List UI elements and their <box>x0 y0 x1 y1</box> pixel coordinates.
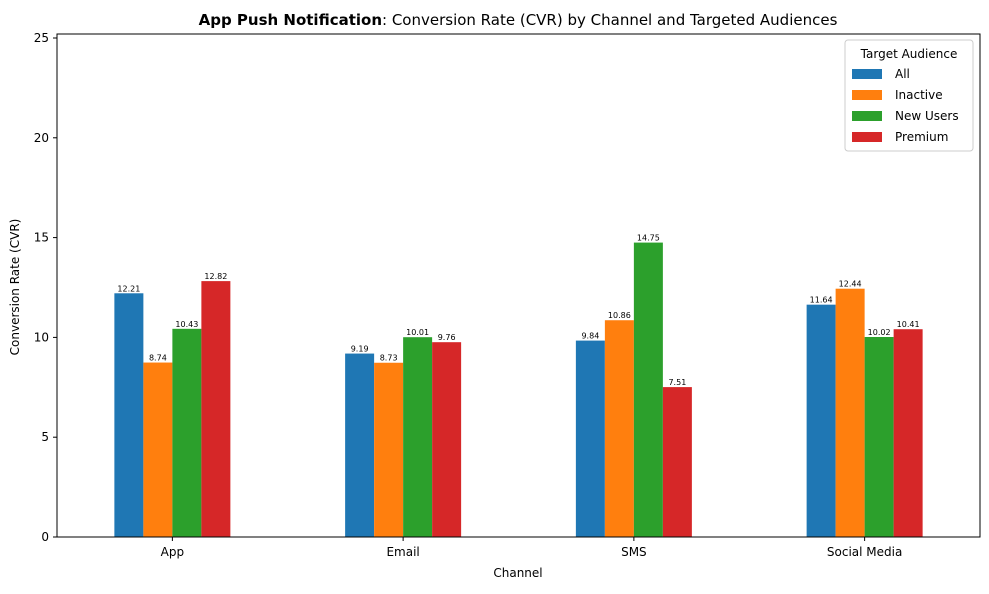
bar-app-inactive <box>143 362 173 537</box>
bar-app-all <box>114 293 144 537</box>
legend-label-premium: Premium <box>895 130 948 144</box>
data-label-app-all: 12.21 <box>117 284 140 293</box>
bar-email-new-users <box>403 337 433 537</box>
bar-social-media-all <box>806 304 836 537</box>
chart-title: App Push Notification: Conversion Rate (… <box>199 11 838 29</box>
bars-layer <box>114 242 923 537</box>
legend-label-new-users: New Users <box>895 109 959 123</box>
y-tick-label: 20 <box>34 131 49 145</box>
legend-box <box>844 39 974 152</box>
x-tick-label: Email <box>386 545 419 559</box>
bar-app-premium <box>201 281 231 537</box>
y-axis: 0 5 10 15 20 25 <box>34 31 57 544</box>
x-tick-label: App <box>161 545 184 559</box>
bar-sms-inactive <box>604 320 634 537</box>
data-label-social-media-all: 11.64 <box>810 296 833 305</box>
bar-sms-new-users <box>633 242 663 537</box>
data-labels-layer: 12.21 8.74 10.43 12.82 9.19 8.73 10.01 9.76 9.84… <box>117 234 919 388</box>
legend-title: Target Audience <box>860 47 958 61</box>
data-label-email-all: 9.19 <box>351 345 369 354</box>
data-label-email-inactive: 8.73 <box>380 354 398 363</box>
legend-label-inactive: Inactive <box>895 88 943 102</box>
chart-title-bold: App Push Notification <box>199 11 382 29</box>
y-tick-label: 5 <box>41 430 49 444</box>
y-tick-label: 15 <box>34 231 49 245</box>
data-label-app-inactive: 8.74 <box>149 354 167 363</box>
x-axis: App Email SMS Social Media <box>161 537 902 559</box>
bar-sms-premium <box>662 387 692 537</box>
legend-items: All Inactive New Users Premium <box>852 67 959 144</box>
data-label-social-media-new-users: 10.02 <box>868 328 891 337</box>
bar-email-all <box>345 353 375 537</box>
data-label-email-premium: 9.76 <box>438 333 456 342</box>
legend-label-all: All <box>895 67 910 81</box>
y-tick-label: 0 <box>41 530 49 544</box>
bar-email-premium <box>432 342 462 537</box>
legend-swatch-premium <box>852 132 882 142</box>
bar-social-media-inactive <box>835 288 865 537</box>
y-tick-label: 10 <box>34 330 49 344</box>
legend-swatch-all <box>852 69 882 79</box>
data-label-social-media-inactive: 12.44 <box>839 280 862 289</box>
bar-app-new-users <box>172 328 202 537</box>
bar-social-media-new-users <box>864 336 894 537</box>
data-label-app-premium: 12.82 <box>204 272 227 281</box>
legend-swatch-new-users <box>852 111 882 121</box>
x-tick-label: Social Media <box>827 545 902 559</box>
chart-title-rest: : Conversion Rate (CVR) by Channel and T… <box>382 11 838 29</box>
data-label-email-new-users: 10.01 <box>406 328 429 337</box>
x-axis-label: Channel <box>493 566 542 580</box>
bar-email-inactive <box>374 362 404 537</box>
plot-area: 12.21 8.74 10.43 12.82 9.19 8.73 10.01 9.76 9.84… <box>56 33 981 538</box>
data-label-app-new-users: 10.43 <box>175 320 198 329</box>
data-label-sms-inactive: 10.86 <box>608 311 631 320</box>
data-label-sms-all: 9.84 <box>581 332 599 341</box>
bar-social-media-premium <box>893 329 923 537</box>
y-tick-label: 25 <box>34 31 49 45</box>
legend-swatch-inactive <box>852 90 882 100</box>
bar-sms-all <box>575 340 605 537</box>
data-label-social-media-premium: 10.41 <box>897 320 920 329</box>
legend: Target Audience All Inactive New Users Prem… <box>844 39 974 152</box>
plot-frame <box>56 33 981 538</box>
data-label-sms-premium: 7.51 <box>668 378 686 387</box>
data-label-sms-new-users: 14.75 <box>637 234 660 243</box>
x-tick-label: SMS <box>621 545 647 559</box>
y-axis-label: Conversion Rate (CVR) <box>8 219 22 356</box>
